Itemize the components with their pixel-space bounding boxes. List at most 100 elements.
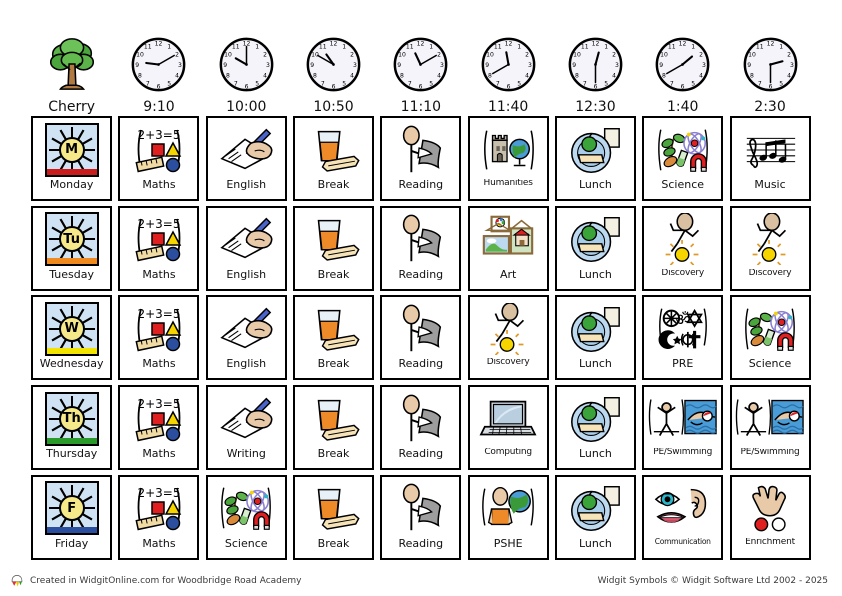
science-icon <box>208 479 285 538</box>
day-card[interactable]: Th Thursday <box>31 385 113 471</box>
lesson-card[interactable]: Break <box>293 116 375 202</box>
lesson-card[interactable]: Reading <box>380 474 462 560</box>
svg-text:1: 1 <box>604 43 608 50</box>
day-symbol: W <box>44 301 99 356</box>
svg-text:10: 10 <box>748 51 756 58</box>
lesson-card[interactable]: Computing <box>467 385 549 471</box>
lunch-plate-icon <box>557 299 634 358</box>
lesson-card[interactable]: PE/Swimming <box>729 385 811 471</box>
lunch-plate-icon <box>557 389 634 448</box>
lesson-cell-wrap: Communication <box>639 472 726 562</box>
svg-text:10: 10 <box>224 51 232 58</box>
lesson-card[interactable]: Music <box>729 116 811 202</box>
lesson-card[interactable]: Science <box>642 116 724 202</box>
lesson-label: English <box>226 179 267 191</box>
svg-text:7: 7 <box>757 80 761 87</box>
reading-person-icon <box>382 120 459 179</box>
day-card[interactable]: Tu Tuesday <box>31 205 113 291</box>
sun-icon: F <box>48 484 96 532</box>
svg-text:5: 5 <box>430 80 434 87</box>
svg-text:8: 8 <box>226 72 230 79</box>
time-header-cell: 1 2 3 4 5 6 7 8 9 10 11 12 10:00 <box>203 22 290 114</box>
svg-text:12: 12 <box>330 40 338 47</box>
lesson-card[interactable]: Enrichment <box>729 474 811 560</box>
lesson-cell-wrap: Lunch <box>552 204 639 294</box>
lesson-cell-wrap: Break <box>290 383 377 473</box>
lesson-label: Maths <box>142 358 176 371</box>
lesson-card[interactable]: Break <box>293 205 375 291</box>
lesson-card[interactable]: 2+3=5 Maths <box>118 295 200 381</box>
writing-hand-icon <box>208 389 285 448</box>
day-card[interactable]: M Monday <box>31 116 113 202</box>
lesson-card[interactable]: Reading <box>380 295 462 381</box>
timetable-row: Tu Tuesday 2+3=5 Maths <box>28 204 814 294</box>
lesson-card[interactable]: Writing <box>205 385 287 471</box>
svg-text:11: 11 <box>581 43 589 50</box>
lesson-card[interactable]: Lunch <box>554 116 636 202</box>
day-label: Wednesday <box>39 358 104 371</box>
discovery-sun-person-icon <box>732 210 809 269</box>
lesson-cell-wrap: Computing <box>464 383 551 473</box>
lesson-card[interactable]: 2+3=5 Maths <box>118 116 200 202</box>
lesson-card[interactable]: Lunch <box>554 474 636 560</box>
svg-text:7: 7 <box>146 80 150 87</box>
svg-text:5: 5 <box>692 80 696 87</box>
sun-day-icon: F <box>33 479 110 538</box>
lesson-card[interactable]: Break <box>293 474 375 560</box>
lesson-card[interactable]: English <box>205 295 287 381</box>
lesson-label: PSHE <box>493 537 523 550</box>
svg-text:6: 6 <box>593 83 597 90</box>
lesson-card[interactable]: Reading <box>380 116 462 202</box>
lesson-label: Lunch <box>578 179 612 191</box>
break-snack-icon <box>295 210 372 269</box>
lesson-card[interactable]: 2+3=5 Maths <box>118 385 200 471</box>
lesson-card[interactable]: English <box>205 205 287 291</box>
day-card[interactable]: W Wednesday <box>31 295 113 381</box>
sun-day-icon: M <box>33 120 110 179</box>
lesson-cell-wrap: Art <box>464 204 551 294</box>
lesson-card[interactable]: Humanities <box>467 116 549 202</box>
lesson-card[interactable]: Science <box>729 295 811 381</box>
lesson-cell-wrap: 2+3=5 Maths <box>115 114 202 204</box>
lesson-card[interactable]: 2+3=5 Maths <box>118 474 200 560</box>
lesson-card[interactable]: ॐ PRE <box>642 295 724 381</box>
lesson-card[interactable]: Lunch <box>554 205 636 291</box>
svg-text:4: 4 <box>612 72 616 79</box>
lesson-card[interactable]: Break <box>293 295 375 381</box>
lesson-label: Discovery <box>748 268 792 278</box>
lesson-cell-wrap: Reading <box>377 114 464 204</box>
time-label: 11:10 <box>400 99 442 115</box>
lesson-cell-wrap: English <box>203 114 290 204</box>
svg-text:9: 9 <box>310 61 314 68</box>
lesson-card[interactable]: Science <box>205 474 287 560</box>
lesson-card[interactable]: Lunch <box>554 385 636 471</box>
timetable-row: M Monday 2+3=5 Maths <box>28 114 814 204</box>
svg-text:11: 11 <box>319 43 327 50</box>
lesson-card[interactable]: PSHE <box>467 474 549 560</box>
lesson-card[interactable]: Lunch <box>554 295 636 381</box>
time-label: 10:00 <box>226 99 267 115</box>
lesson-label: Art <box>499 268 517 281</box>
lesson-card[interactable]: English <box>205 116 287 202</box>
day-card[interactable]: F Friday <box>31 474 113 560</box>
lesson-card[interactable]: Discovery <box>642 205 724 291</box>
reading-person-icon <box>382 389 459 448</box>
svg-text:1: 1 <box>255 43 259 50</box>
lesson-card[interactable]: Discovery <box>729 205 811 291</box>
day-color-bar <box>46 437 97 444</box>
day-label: Tuesday <box>49 268 95 281</box>
lesson-card[interactable]: Discovery <box>467 295 549 381</box>
lesson-label: Discovery <box>486 358 530 368</box>
lesson-card[interactable]: Reading <box>380 385 462 471</box>
lesson-card[interactable]: Break <box>293 385 375 471</box>
lesson-cell-wrap: English <box>203 204 290 294</box>
lesson-cell-wrap: Writing <box>203 383 290 473</box>
svg-text:ॐ: ॐ <box>675 310 690 329</box>
svg-text:7: 7 <box>321 80 325 87</box>
lesson-card[interactable]: Reading <box>380 205 462 291</box>
lesson-card[interactable]: Art <box>467 205 549 291</box>
lesson-card[interactable]: 2+3=5 Maths <box>118 205 200 291</box>
svg-text:1: 1 <box>692 43 696 50</box>
lesson-card[interactable]: Communication <box>642 474 724 560</box>
lesson-card[interactable]: PE/Swimming <box>642 385 724 471</box>
